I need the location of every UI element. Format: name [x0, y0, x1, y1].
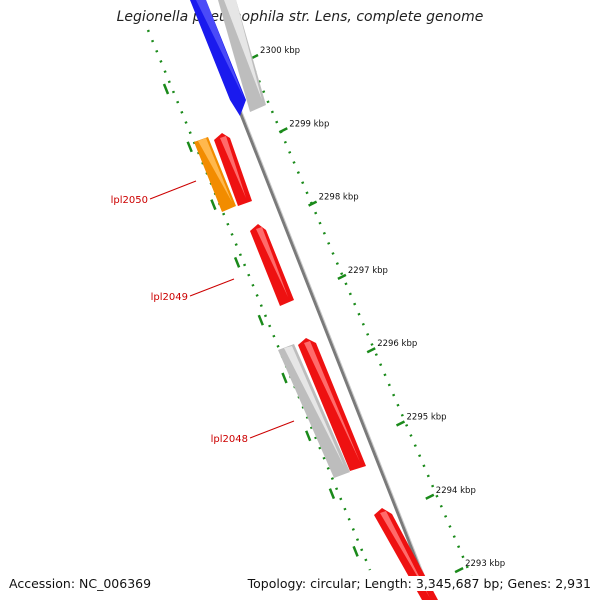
genome-summary-text: Topology: circular; Length: 3,345,687 bp…: [246, 576, 592, 591]
inner-tick-mark: [210, 199, 217, 211]
gene-label-lpl2050-group: lpl2050: [111, 180, 197, 206]
inner-tick-mark: [257, 314, 264, 326]
inner-tick-mark: [352, 545, 359, 557]
gene-label-lpl2048: lpl2048: [211, 434, 248, 445]
feature-blue-top: [190, 0, 246, 116]
outer-tick-mark: [395, 420, 406, 427]
tick-label: 2293 kbp: [465, 559, 505, 569]
inner-tick-mark: [233, 256, 241, 268]
feature-red-lpl2049: [250, 224, 294, 306]
inner-tick-mark: [162, 83, 170, 95]
feature-orange-lpl2050: [194, 137, 236, 212]
gene-label-lpl2048-group: lpl2048: [211, 420, 295, 445]
gene-label-lpl2049-group: lpl2049: [151, 278, 235, 303]
feature-red-lpl2048: [298, 338, 366, 471]
feature-red-a: [214, 133, 252, 206]
tick-label: 2300 kbp: [260, 46, 300, 56]
outer-tick-mark: [366, 347, 376, 354]
tick-label: 2295 kbp: [407, 413, 447, 423]
feature-grey-top: [218, 0, 266, 112]
feature-grey-lpl2048: [278, 344, 350, 478]
outer-tick-mark: [278, 127, 288, 134]
outer-tick-marks: [249, 53, 464, 574]
accession-text: Accession: NC_006369: [8, 576, 153, 591]
gene-label-lpl2050: lpl2050: [111, 195, 148, 206]
tick-label: 2298 kbp: [319, 193, 359, 203]
tick-label: 2296 kbp: [377, 339, 417, 349]
outer-tick-mark: [337, 273, 347, 281]
tick-label: 2297 kbp: [348, 266, 388, 276]
tick-label: 2299 kbp: [289, 119, 329, 129]
inner-tick-mark: [305, 430, 312, 442]
gene-label-lpl2049: lpl2049: [151, 292, 188, 303]
outer-tick-mark: [425, 493, 435, 500]
inner-tick-mark: [186, 141, 193, 153]
outer-tick-mark: [308, 200, 318, 207]
outer-ruler-dots: [231, 19, 477, 586]
tick-labels: 2300 kbp 2299 kbp 2298 kbp 2297 kbp 2296 kbp…: [260, 46, 505, 569]
inner-tick-mark: [281, 372, 288, 384]
tick-label: 2294 kbp: [436, 486, 476, 496]
inner-tick-marks: [162, 83, 359, 557]
outer-tick-mark: [454, 566, 464, 574]
inner-tick-mark: [328, 488, 336, 500]
